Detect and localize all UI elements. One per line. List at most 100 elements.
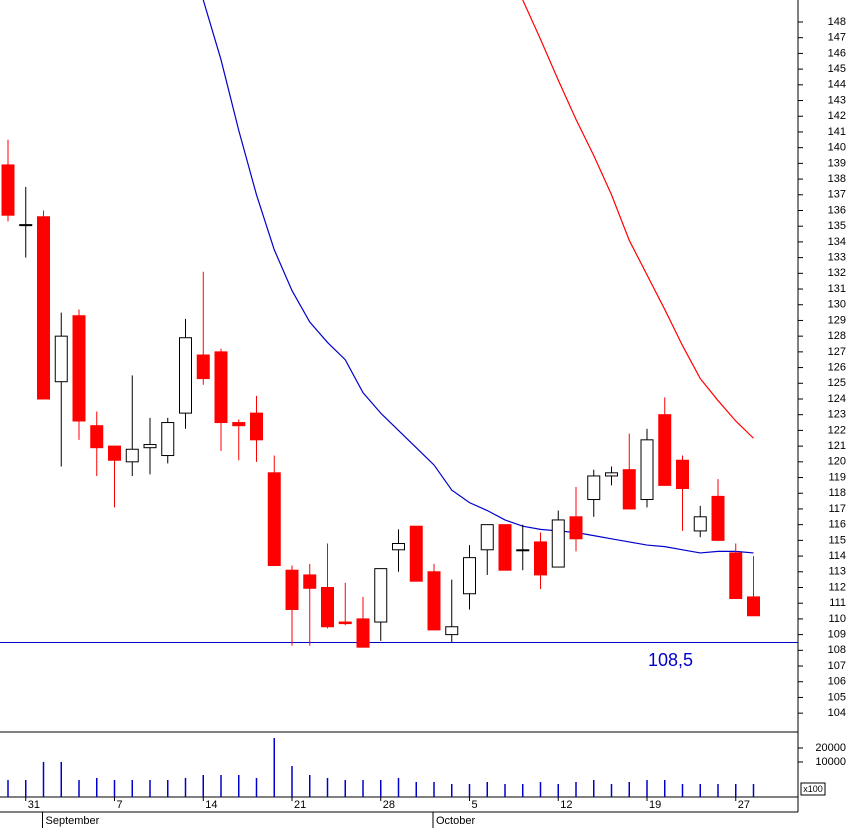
y-tick-label: 138 xyxy=(828,173,846,185)
y-tick-label: 119 xyxy=(828,471,846,483)
candle-body xyxy=(676,459,689,490)
candle-body xyxy=(179,337,192,414)
y-tick-label: 134 xyxy=(828,236,846,248)
support-label: 108,5 xyxy=(648,650,693,670)
y-tick-label: 117 xyxy=(828,503,846,515)
candle-body xyxy=(90,425,104,449)
candle-body xyxy=(729,552,743,599)
moving-average xyxy=(522,0,754,439)
candle-body xyxy=(303,574,317,589)
candle-body xyxy=(480,524,494,551)
y-tick-label: 107 xyxy=(828,660,846,672)
candle-body xyxy=(409,525,423,582)
month-label: September xyxy=(46,815,100,827)
candle-body xyxy=(321,586,334,628)
candle-body xyxy=(161,422,175,457)
y-tick-label: 125 xyxy=(828,377,846,389)
x-tick-label: 21 xyxy=(294,799,306,811)
y-tick-label: 133 xyxy=(828,252,846,264)
candle-body xyxy=(711,495,725,541)
y-tick-label: 130 xyxy=(828,299,846,311)
y-tick-label: 142 xyxy=(828,110,846,122)
y-tick-label: 136 xyxy=(828,204,846,216)
y-tick-label: 146 xyxy=(828,47,846,59)
y-tick-label: 104 xyxy=(828,707,846,719)
candle-body xyxy=(534,541,547,576)
y-tick-label: 106 xyxy=(828,676,846,688)
candle-body xyxy=(587,475,601,501)
candle-body xyxy=(498,524,512,571)
x-tick-label: 7 xyxy=(117,799,123,811)
y-tick-label: 110 xyxy=(828,613,846,625)
candle-body xyxy=(392,543,405,551)
volume-tick-label: 20000 xyxy=(815,742,846,754)
candle-body xyxy=(232,422,246,427)
y-tick-label: 114 xyxy=(828,550,846,562)
y-tick-label: 141 xyxy=(828,126,846,138)
y-tick-label: 135 xyxy=(828,220,846,232)
candle-body xyxy=(693,516,707,532)
x-tick-label: 31 xyxy=(28,799,40,811)
y-tick-label: 108 xyxy=(828,644,846,656)
candle-body xyxy=(445,626,459,636)
candle-body xyxy=(196,354,210,380)
candle-body xyxy=(1,164,15,216)
y-tick-label: 147 xyxy=(828,32,846,44)
moving-average xyxy=(202,0,754,554)
y-tick-label: 113 xyxy=(828,566,846,578)
x-tick-label: 28 xyxy=(383,799,395,811)
x-tick-label: 19 xyxy=(649,799,661,811)
candle-body xyxy=(214,351,228,424)
y-tick-label: 126 xyxy=(828,361,846,373)
y-tick-label: 131 xyxy=(828,283,846,295)
candle-body xyxy=(250,412,263,441)
candle-body xyxy=(640,439,654,501)
x-tick-label: 12 xyxy=(560,799,572,811)
y-tick-label: 120 xyxy=(828,456,846,468)
month-label: October xyxy=(436,815,475,827)
candle-body xyxy=(569,516,583,540)
candle-body xyxy=(338,621,352,625)
candle-body xyxy=(374,568,388,623)
candle-body xyxy=(108,445,121,461)
y-tick-label: 118 xyxy=(828,487,846,499)
volume-tick-label: 10000 xyxy=(815,756,846,768)
x-tick-label: 27 xyxy=(738,799,750,811)
y-tick-label: 122 xyxy=(828,424,846,436)
plot-area xyxy=(0,0,798,648)
y-tick-label: 137 xyxy=(828,189,846,201)
candle-body xyxy=(356,618,370,648)
y-tick-label: 123 xyxy=(828,409,846,421)
y-tick-label: 128 xyxy=(828,330,846,342)
x-tick-label: 5 xyxy=(472,799,478,811)
y-tick-label: 132 xyxy=(828,267,846,279)
y-tick-label: 139 xyxy=(828,157,846,169)
candle-body xyxy=(551,519,565,568)
candle-body xyxy=(516,549,530,552)
candle-body xyxy=(143,444,157,449)
frame: x100 xyxy=(0,0,826,813)
candle-body xyxy=(285,569,299,610)
candle-body xyxy=(427,571,441,631)
candle-body xyxy=(19,224,33,227)
y-tick-label: 112 xyxy=(828,581,846,593)
y-tick-label: 116 xyxy=(828,519,846,531)
y-tick-label: 124 xyxy=(828,393,846,405)
y-tick-label: 144 xyxy=(828,79,846,91)
y-tick-label: 145 xyxy=(828,63,846,75)
y-tick-label: 140 xyxy=(828,142,846,154)
candle-body xyxy=(463,557,476,595)
candle-body xyxy=(37,216,50,400)
candle-body xyxy=(658,414,672,486)
candle-body xyxy=(267,472,281,566)
y-tick-label: 148 xyxy=(828,16,846,28)
candle-body xyxy=(72,315,86,422)
y-tick-label: 127 xyxy=(828,346,846,358)
unit-box xyxy=(800,782,826,796)
y-tick-label: 121 xyxy=(828,440,846,452)
y-tick-label: 109 xyxy=(828,629,846,641)
candle-body xyxy=(605,472,618,477)
y-tick-label: 105 xyxy=(828,691,846,703)
y-tick-label: 129 xyxy=(828,314,846,326)
